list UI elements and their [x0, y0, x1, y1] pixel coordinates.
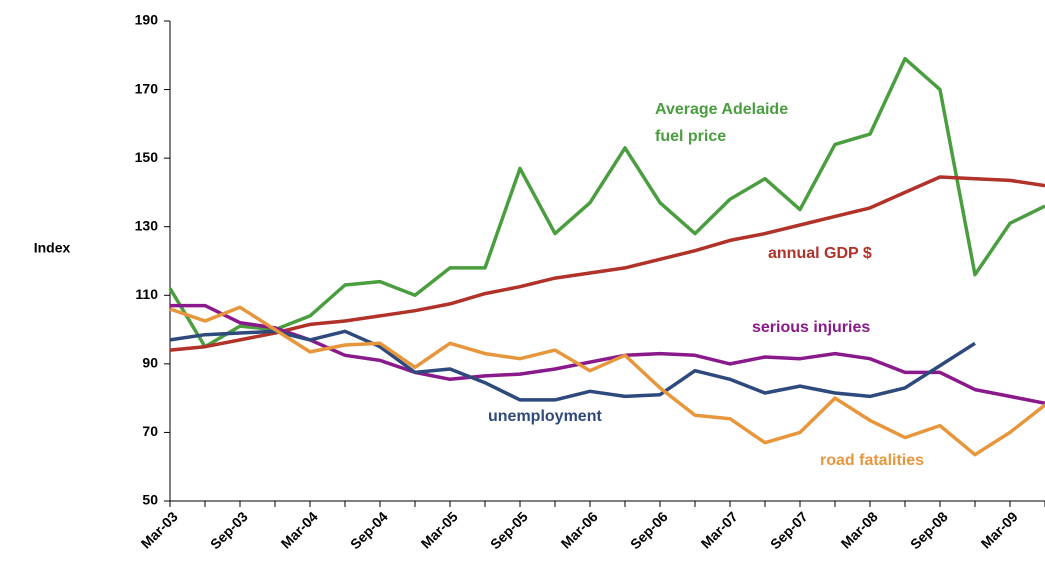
y-tick-label: 50 [142, 492, 158, 508]
y-tick-label: 130 [135, 217, 159, 233]
x-tick-label: Mar-07 [698, 508, 741, 551]
x-tick-label: Sep-04 [347, 508, 391, 552]
series-line [169, 175, 1045, 352]
y-tick-label: 170 [135, 80, 159, 96]
x-tick-label: Sep-06 [627, 508, 671, 552]
x-tick-label: Mar-06 [558, 508, 601, 551]
x-tick-label: Mar-03 [138, 508, 181, 551]
y-tick-label: 110 [135, 286, 158, 302]
x-tick-label: Sep-07 [767, 508, 811, 552]
y-tick-label: 150 [135, 149, 159, 165]
x-tick-label: Sep-08 [907, 508, 951, 552]
x-tick-label: Mar-08 [838, 508, 881, 551]
x-tick-label: Sep-03 [207, 508, 251, 552]
series-label: serious injuries [752, 319, 871, 336]
series-line [169, 305, 1045, 457]
series-label: Average Adelaide fuel price [655, 101, 789, 145]
y-tick-label: 70 [142, 423, 158, 439]
y-tick-label: 90 [142, 355, 158, 371]
x-tick-label: Mar-04 [278, 508, 321, 551]
series-label: unemployment [488, 408, 602, 425]
series-line [169, 329, 976, 402]
x-tick-label: Mar-09 [978, 508, 1021, 551]
x-tick-label: Sep-05 [487, 508, 531, 552]
series-label: road fatalities [820, 452, 925, 469]
y-tick-label: 190 [135, 12, 159, 28]
series-line [168, 56, 1045, 349]
y-axis-label: Index [34, 240, 71, 256]
series-line [170, 303, 1045, 406]
series-label: annual GDP $ [768, 245, 872, 262]
x-tick-label: Mar-05 [418, 508, 461, 551]
